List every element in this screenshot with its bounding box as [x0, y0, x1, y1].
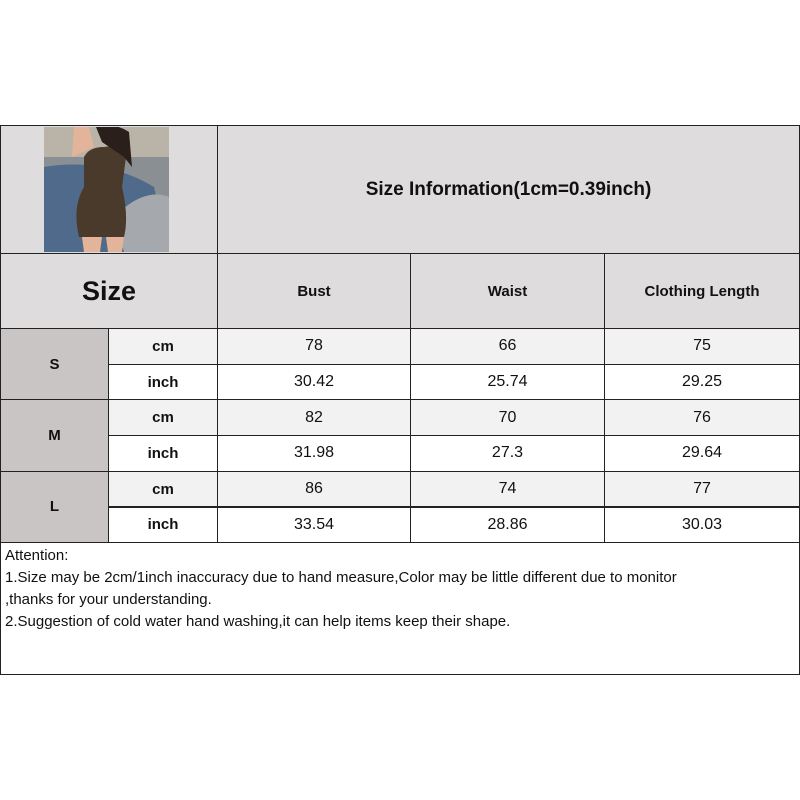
size-label-s: S: [0, 328, 109, 401]
size-label-l: L: [0, 470, 109, 544]
table-cell: 29.25: [604, 363, 800, 401]
table-cell: 77: [604, 470, 800, 508]
unit-label-cm: cm: [108, 399, 218, 437]
note-line: 2.Suggestion of cold water hand washing,…: [5, 613, 511, 630]
table-cell: 75: [604, 328, 800, 365]
unit-label-cm: cm: [108, 328, 218, 365]
table-cell: 74: [410, 470, 605, 508]
unit-label-inch: inch: [108, 506, 218, 544]
table-cell: 29.64: [604, 435, 800, 472]
table-cell: 30.42: [217, 363, 411, 401]
unit-label-cm: cm: [108, 470, 218, 508]
size-header: Size: [0, 253, 218, 329]
table-cell: 30.03: [604, 506, 800, 544]
table-cell: 86: [217, 470, 411, 508]
table-cell: 28.86: [410, 506, 605, 544]
table-cell: 25.74: [410, 363, 605, 401]
product-photo: [44, 127, 169, 252]
notes-heading: Attention:: [5, 547, 69, 564]
column-header-bust: Bust: [217, 253, 411, 329]
table-cell: 31.98: [217, 435, 411, 472]
table-cell: 76: [604, 399, 800, 437]
note-line: 1.Size may be 2cm/1inch inaccuracy due t…: [5, 569, 677, 586]
attention-notes: Attention: 1.Size may be 2cm/1inch inacc…: [0, 542, 800, 675]
note-line: ,thanks for your understanding.: [5, 591, 212, 608]
column-header-clothing-length: Clothing Length: [604, 253, 800, 329]
table-cell: 78: [217, 328, 411, 365]
size-info-title: Size Information(1cm=0.39inch): [217, 125, 800, 254]
table-cell: 70: [410, 399, 605, 437]
table-cell: 33.54: [217, 506, 411, 544]
table-cell: 66: [410, 328, 605, 365]
table-cell: 27.3: [410, 435, 605, 472]
column-header-waist: Waist: [410, 253, 605, 329]
unit-label-inch: inch: [108, 435, 218, 472]
table-cell: 82: [217, 399, 411, 437]
size-label-m: M: [0, 399, 109, 472]
unit-label-inch: inch: [108, 363, 218, 401]
